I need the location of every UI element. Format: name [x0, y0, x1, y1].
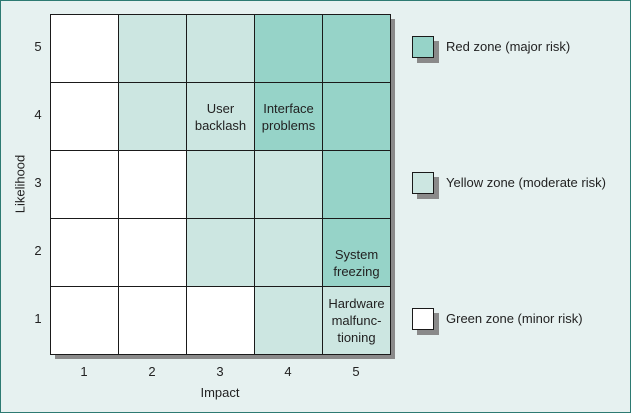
cell-l5-i2 [119, 15, 187, 83]
x-axis-label: Impact [200, 385, 240, 400]
x-tick-label: 1 [80, 364, 88, 379]
y-tick-label: 1 [34, 311, 42, 326]
cell-l2-i1 [51, 219, 119, 287]
risk-matrix-grid: User backlash Interface problems System … [50, 14, 391, 355]
y-tick-label: 4 [34, 107, 42, 122]
cell-l4-i5 [323, 83, 391, 151]
cell-l3-i2 [119, 151, 187, 219]
x-tick-label: 4 [284, 364, 292, 379]
cell-l2-i2 [119, 219, 187, 287]
legend-swatch-yellow [412, 172, 434, 194]
cell-l1-i5: Hardware malfunc- tioning [323, 287, 391, 355]
cell-l3-i4 [255, 151, 323, 219]
cell-l4-i3: User backlash [187, 83, 255, 151]
y-tick-label: 5 [34, 39, 42, 54]
y-tick-label: 2 [34, 243, 42, 258]
legend-label-green: Green zone (minor risk) [446, 311, 583, 326]
y-axis-label: Likelihood [12, 154, 28, 214]
cell-l5-i1 [51, 15, 119, 83]
cell-l1-i2 [119, 287, 187, 355]
cell-l1-i3 [187, 287, 255, 355]
cell-l4-i2 [119, 83, 187, 151]
y-tick-label: 3 [34, 175, 42, 190]
cell-l5-i5 [323, 15, 391, 83]
legend-label-yellow: Yellow zone (moderate risk) [446, 175, 606, 190]
x-tick-label: 3 [216, 364, 224, 379]
cell-l2-i3 [187, 219, 255, 287]
cell-l3-i5 [323, 151, 391, 219]
x-tick-label: 5 [352, 364, 360, 379]
cell-l4-i1 [51, 83, 119, 151]
cell-l4-i4: Interface problems [255, 83, 323, 151]
x-tick-label: 2 [148, 364, 156, 379]
cell-l3-i3 [187, 151, 255, 219]
cell-l5-i3 [187, 15, 255, 83]
cell-l5-i4 [255, 15, 323, 83]
legend-swatch-green [412, 308, 434, 330]
cell-l1-i4 [255, 287, 323, 355]
cell-l2-i5: System freezing [323, 219, 391, 287]
legend-label-red: Red zone (major risk) [446, 39, 571, 54]
cell-l2-i4 [255, 219, 323, 287]
cell-l3-i1 [51, 151, 119, 219]
cell-l1-i1 [51, 287, 119, 355]
legend-swatch-red [412, 36, 434, 58]
